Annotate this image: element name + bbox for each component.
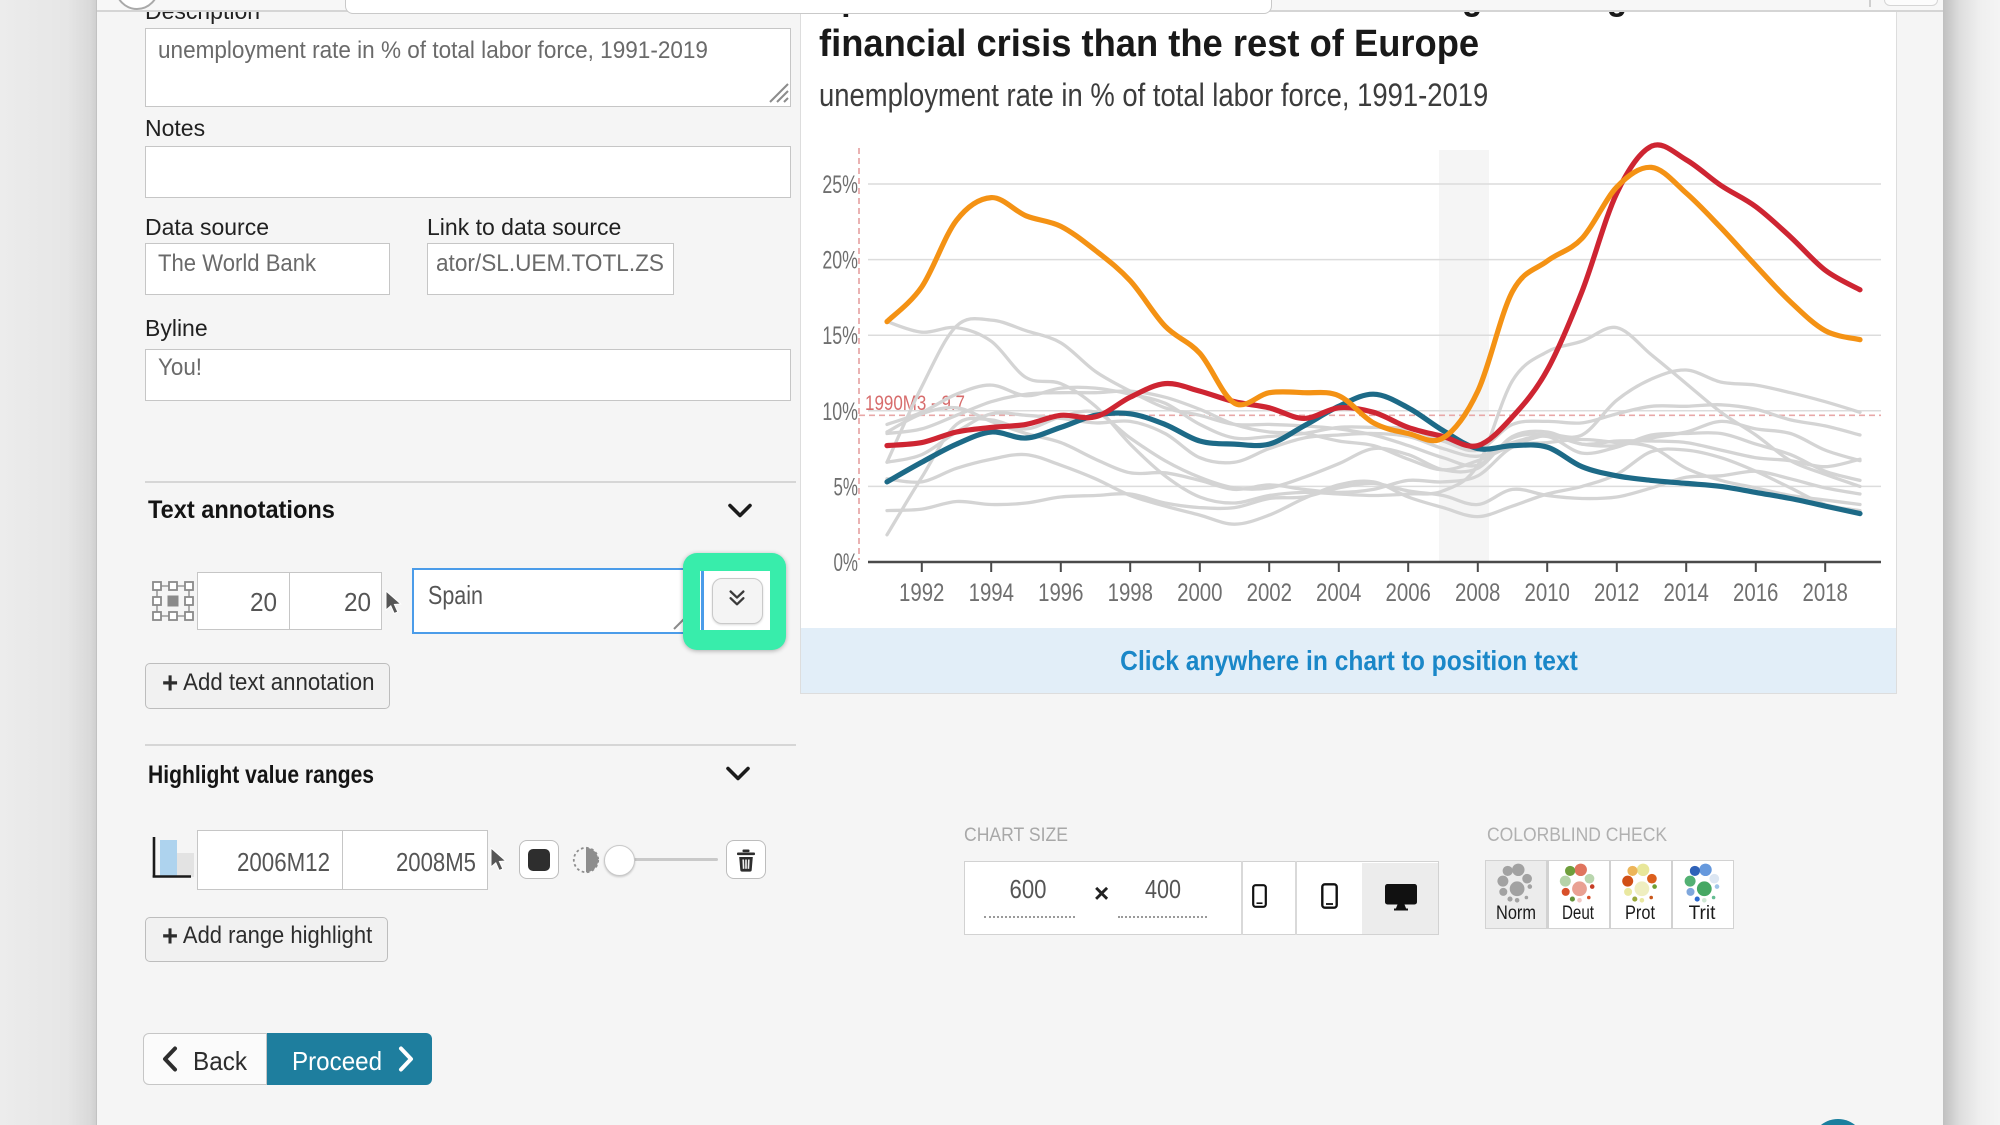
svg-text:2012: 2012: [1594, 579, 1639, 607]
svg-text:2008: 2008: [1455, 579, 1500, 607]
svg-text:2004: 2004: [1316, 579, 1361, 607]
svg-text:5%: 5%: [834, 473, 859, 501]
svg-text:2010: 2010: [1525, 579, 1570, 607]
svg-text:1996: 1996: [1038, 579, 1083, 607]
svg-text:2006: 2006: [1386, 579, 1431, 607]
svg-text:1992: 1992: [899, 579, 944, 607]
svg-text:20%: 20%: [822, 247, 858, 275]
svg-text:15%: 15%: [822, 322, 858, 350]
svg-text:2002: 2002: [1247, 579, 1292, 607]
svg-text:2016: 2016: [1733, 579, 1778, 607]
svg-text:25%: 25%: [822, 171, 858, 199]
svg-text:2014: 2014: [1664, 579, 1709, 607]
svg-text:1998: 1998: [1108, 579, 1153, 607]
svg-text:2000: 2000: [1177, 579, 1222, 607]
svg-text:1994: 1994: [969, 579, 1014, 607]
svg-text:2018: 2018: [1803, 579, 1848, 607]
svg-text:10%: 10%: [822, 398, 858, 426]
svg-text:0%: 0%: [834, 549, 859, 577]
